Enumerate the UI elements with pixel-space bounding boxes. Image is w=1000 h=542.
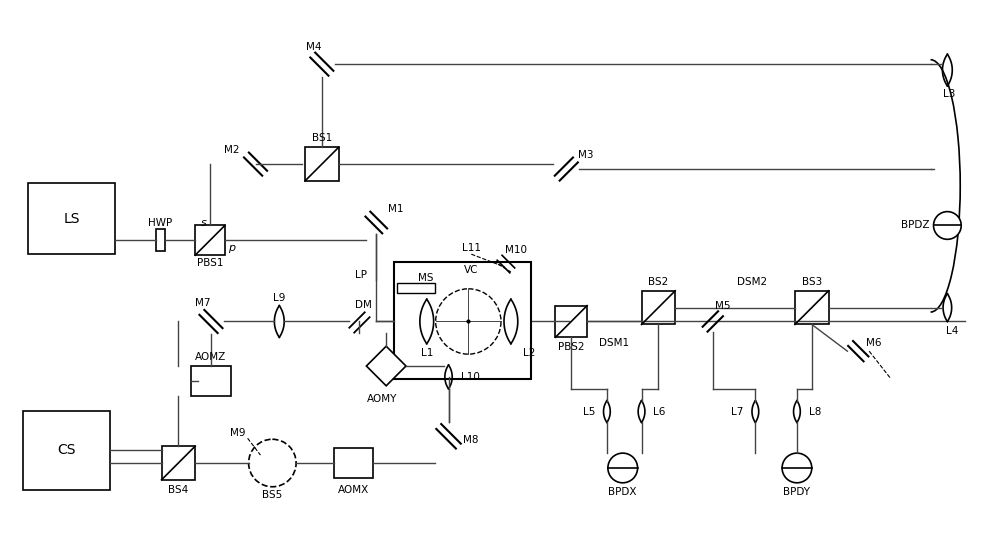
Text: M3: M3 — [578, 150, 594, 160]
Text: LP: LP — [355, 270, 367, 280]
Text: HWP: HWP — [148, 217, 173, 228]
Text: PBS1: PBS1 — [197, 258, 223, 268]
Text: LS: LS — [63, 211, 80, 225]
Text: DM: DM — [355, 300, 372, 309]
Bar — [191, 366, 231, 396]
Bar — [642, 291, 675, 325]
Text: L3: L3 — [943, 89, 956, 99]
Text: L10: L10 — [461, 372, 480, 382]
Circle shape — [782, 453, 812, 483]
Bar — [397, 283, 435, 293]
Text: L1: L1 — [421, 348, 433, 358]
Text: AOMZ: AOMZ — [195, 352, 227, 362]
Text: BS5: BS5 — [262, 489, 282, 500]
Text: BPDY: BPDY — [783, 487, 810, 496]
Text: MS: MS — [418, 273, 434, 283]
Bar — [394, 262, 531, 379]
Text: L8: L8 — [809, 406, 821, 417]
Text: M6: M6 — [866, 338, 882, 349]
Text: L6: L6 — [653, 406, 666, 417]
Text: M10: M10 — [505, 245, 527, 255]
Text: L9: L9 — [273, 293, 285, 303]
Text: BS4: BS4 — [168, 485, 188, 495]
Text: M4: M4 — [306, 42, 322, 53]
Text: BPDZ: BPDZ — [901, 221, 930, 230]
Text: L11: L11 — [462, 243, 481, 253]
Circle shape — [934, 211, 961, 240]
Text: BS3: BS3 — [802, 277, 822, 287]
Text: DSM2: DSM2 — [737, 277, 767, 287]
Circle shape — [436, 289, 501, 354]
Text: L4: L4 — [946, 326, 959, 337]
Text: M5: M5 — [715, 301, 730, 311]
Bar — [555, 306, 587, 337]
Bar — [162, 446, 195, 480]
Circle shape — [608, 453, 638, 483]
Circle shape — [249, 439, 296, 487]
Text: BPDX: BPDX — [608, 487, 637, 496]
Text: L7: L7 — [731, 406, 744, 417]
Bar — [334, 448, 373, 478]
Text: s: s — [201, 217, 207, 228]
Text: PBS2: PBS2 — [558, 342, 585, 352]
Text: L5: L5 — [583, 406, 595, 417]
Text: L2: L2 — [523, 348, 535, 358]
Text: CS: CS — [57, 443, 76, 457]
Bar — [305, 147, 339, 181]
Text: AOMX: AOMX — [338, 485, 369, 495]
Bar — [795, 291, 829, 325]
Text: p: p — [228, 243, 235, 253]
Text: BS1: BS1 — [312, 133, 332, 144]
Polygon shape — [366, 346, 406, 386]
Text: VC: VC — [464, 265, 479, 275]
Bar — [28, 183, 115, 254]
Bar — [23, 410, 110, 490]
Text: M1: M1 — [388, 204, 404, 214]
Text: BS2: BS2 — [648, 277, 668, 287]
Text: M9: M9 — [230, 428, 245, 438]
Text: DSM1: DSM1 — [599, 338, 629, 349]
Bar — [156, 229, 165, 251]
Text: M2: M2 — [224, 145, 240, 155]
Text: M8: M8 — [463, 435, 478, 445]
Bar — [195, 225, 225, 255]
Text: M7: M7 — [195, 298, 211, 308]
Text: AOMY: AOMY — [367, 393, 397, 404]
